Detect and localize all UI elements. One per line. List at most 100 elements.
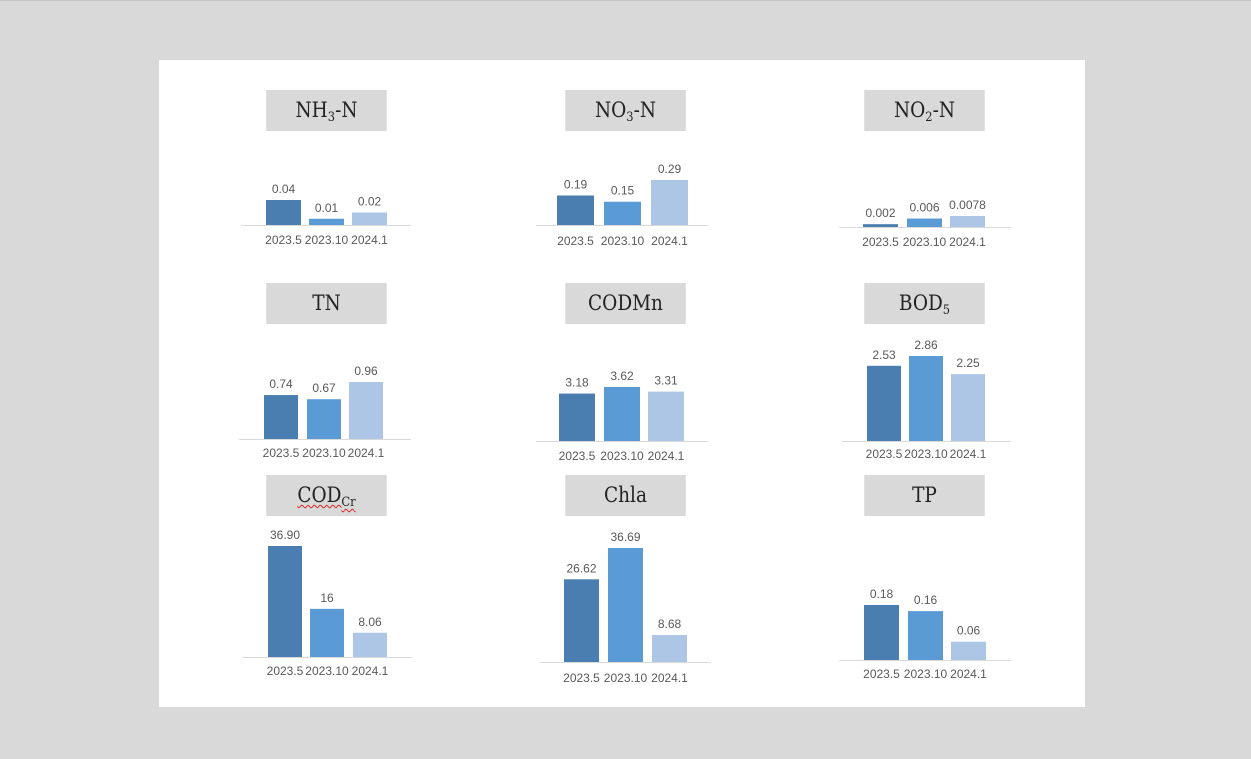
data-label: 2.25 bbox=[956, 356, 980, 370]
chart-title-subscript: 3 bbox=[626, 110, 634, 125]
x-tick-label: 2023.10 bbox=[302, 446, 346, 460]
x-tick-label: 2024.1 bbox=[950, 447, 987, 461]
bar-2023.10 bbox=[307, 399, 341, 439]
bar-2023.5 bbox=[264, 395, 298, 439]
chart-title-main: COD bbox=[297, 483, 342, 507]
data-label: 0.15 bbox=[611, 184, 635, 198]
bar-2023.10 bbox=[310, 608, 344, 657]
bar-2024.1 bbox=[951, 641, 986, 660]
chart-title-suffix: -N bbox=[335, 98, 358, 122]
chart-title-2: NO3-N bbox=[565, 90, 686, 131]
bar-2023.5 bbox=[557, 195, 594, 225]
chart-title-main: NO bbox=[893, 98, 926, 122]
data-label: 3.31 bbox=[654, 374, 678, 388]
charts-svg: 0.04 2023.5 0.01 2023.10 0.02 2024.1 0.19 2023.… bbox=[239, 162, 1011, 685]
data-label: 0.02 bbox=[358, 195, 382, 209]
x-tick-label: 2023.10 bbox=[903, 235, 947, 249]
bar-2023.10 bbox=[309, 218, 344, 225]
bar-2023.5 bbox=[266, 200, 301, 225]
x-tick-label: 2024.1 bbox=[949, 235, 986, 249]
bar-2023.5 bbox=[559, 393, 595, 441]
x-tick-label: 2024.1 bbox=[651, 234, 688, 248]
bar-2024.1 bbox=[951, 374, 985, 441]
chart-title-suffix: -N bbox=[932, 98, 956, 122]
bar-2024.1 bbox=[353, 632, 387, 657]
bar-2023.5 bbox=[863, 224, 898, 227]
bar-2024.1 bbox=[652, 635, 687, 662]
data-label: 36.90 bbox=[270, 528, 300, 542]
bar-2023.10 bbox=[604, 387, 640, 441]
bar-2024.1 bbox=[352, 212, 387, 225]
x-tick-label: 2023.10 bbox=[305, 233, 349, 247]
chart-title-subscript: 3 bbox=[327, 110, 336, 125]
chart-title-suffix: -N bbox=[633, 98, 657, 122]
data-label: 0.67 bbox=[312, 381, 336, 395]
chart-title-main: NH bbox=[295, 98, 328, 122]
x-tick-label: 2024.1 bbox=[351, 233, 388, 247]
bar-2023.10 bbox=[604, 201, 641, 225]
x-tick-label: 2023.5 bbox=[862, 235, 899, 249]
bar-2024.1 bbox=[648, 391, 684, 441]
x-tick-label: 2023.10 bbox=[305, 664, 349, 678]
x-tick-label: 2024.1 bbox=[352, 664, 389, 678]
x-tick-label: 2024.1 bbox=[651, 671, 688, 685]
bar-2024.1 bbox=[950, 216, 985, 227]
chart-title-8: Chla bbox=[565, 475, 686, 516]
chart-title-9: TP bbox=[864, 475, 985, 516]
x-tick-label: 2023.5 bbox=[263, 446, 300, 460]
data-label: 3.62 bbox=[610, 369, 634, 383]
chart-title-main: TP bbox=[912, 483, 937, 507]
chart-title-main: NO bbox=[594, 98, 627, 122]
bar-2023.5 bbox=[268, 546, 302, 657]
x-tick-label: 2023.5 bbox=[563, 671, 600, 685]
chart-title-subscript: 5 bbox=[942, 303, 951, 318]
data-label: 0.16 bbox=[914, 593, 938, 607]
x-tick-label: 2023.10 bbox=[600, 449, 644, 463]
data-label: 0.19 bbox=[564, 178, 588, 192]
x-tick-label: 2024.1 bbox=[648, 449, 685, 463]
data-label: 0.29 bbox=[658, 162, 682, 176]
chart-title-6: BOD5 bbox=[864, 283, 985, 324]
data-label: 2.86 bbox=[914, 338, 938, 352]
data-label: 0.74 bbox=[269, 377, 293, 391]
data-label: 0.0078 bbox=[949, 198, 986, 212]
bar-2024.1 bbox=[349, 382, 383, 439]
bar-2023.5 bbox=[864, 605, 899, 660]
data-label: 16 bbox=[320, 591, 334, 605]
data-label: 0.01 bbox=[315, 201, 339, 215]
data-label: 36.69 bbox=[610, 530, 640, 544]
bar-2023.10 bbox=[908, 611, 943, 660]
x-tick-label: 2024.1 bbox=[950, 667, 987, 681]
x-tick-label: 2023.5 bbox=[267, 664, 304, 678]
chart-title-main: TN bbox=[312, 291, 341, 315]
chart-title-main: CODMn bbox=[588, 291, 663, 315]
bar-2023.10 bbox=[907, 218, 942, 227]
bar-2024.1 bbox=[651, 180, 688, 225]
chart-title-main: Chla bbox=[604, 483, 647, 507]
x-tick-label: 2023.10 bbox=[904, 667, 948, 681]
bar-2023.5 bbox=[867, 365, 901, 441]
chart-title-main: BOD bbox=[898, 291, 943, 315]
data-label: 0.96 bbox=[354, 364, 378, 378]
chart-title-subscript: 2 bbox=[925, 110, 933, 125]
chart-title-5: CODMn bbox=[565, 283, 686, 324]
data-label: 8.06 bbox=[358, 615, 382, 629]
x-tick-label: 2024.1 bbox=[348, 446, 385, 460]
chart-title-subscript: Cr bbox=[341, 495, 356, 510]
data-label: 0.18 bbox=[870, 587, 894, 601]
x-tick-label: 2023.10 bbox=[904, 447, 948, 461]
data-label: 8.68 bbox=[658, 617, 682, 631]
bar-2023.5 bbox=[564, 579, 599, 662]
chart-title-4: TN bbox=[266, 283, 387, 324]
data-label: 26.62 bbox=[566, 561, 596, 575]
data-label: 3.18 bbox=[565, 376, 589, 390]
data-label: 0.002 bbox=[865, 206, 895, 220]
chart-title-3: NO2-N bbox=[864, 90, 985, 131]
top-border bbox=[0, 0, 1251, 1]
data-label: 0.06 bbox=[957, 624, 981, 638]
x-tick-label: 2023.5 bbox=[866, 447, 903, 461]
x-tick-label: 2023.5 bbox=[863, 667, 900, 681]
bar-2023.10 bbox=[608, 548, 643, 662]
slide-canvas: 0.04 2023.5 0.01 2023.10 0.02 2024.1 0.19 2023.… bbox=[159, 60, 1085, 707]
bar-2023.10 bbox=[909, 356, 943, 441]
